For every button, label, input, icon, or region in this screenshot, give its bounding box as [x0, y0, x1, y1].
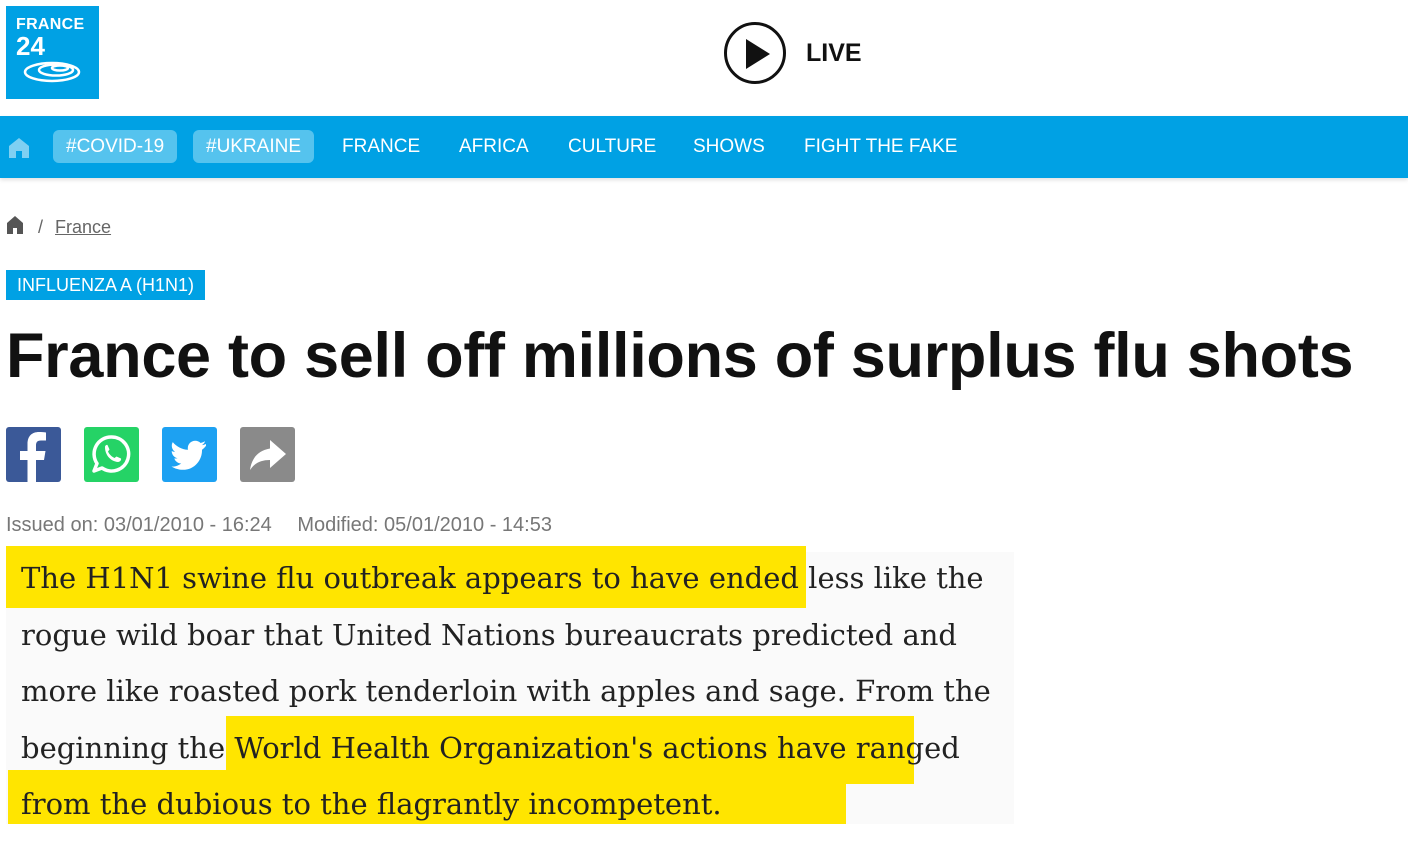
- logo-rings-icon: [23, 61, 81, 83]
- france24-logo[interactable]: FRANCE 24: [6, 6, 99, 99]
- play-icon: [724, 22, 786, 84]
- main-nav: #COVID-19 #UKRAINE FRANCE AFRICA CULTURE…: [0, 116, 1408, 178]
- article-tag[interactable]: INFLUENZA A (H1N1): [6, 270, 206, 300]
- nav-link-shows[interactable]: SHOWS: [693, 136, 765, 157]
- share-icon: [250, 440, 286, 470]
- nav-pill-covid[interactable]: #COVID-19: [53, 130, 178, 163]
- whatsapp-share-button[interactable]: [84, 427, 139, 482]
- live-button[interactable]: LIVE: [724, 19, 862, 87]
- nav-link-africa[interactable]: AFRICA: [459, 136, 529, 157]
- issued-date: Issued on: 03/01/2010 - 16:24: [6, 514, 272, 536]
- breadcrumb-section-link[interactable]: France: [55, 216, 112, 237]
- home-icon[interactable]: [8, 137, 30, 164]
- live-label: LIVE: [806, 38, 862, 67]
- breadcrumb-home-icon[interactable]: [6, 215, 24, 240]
- nav-link-culture[interactable]: CULTURE: [568, 136, 657, 157]
- whatsapp-icon: [92, 435, 131, 473]
- breadcrumb: / France: [6, 214, 111, 240]
- breadcrumb-separator: /: [38, 216, 44, 237]
- logo-text-france: FRANCE: [16, 16, 85, 33]
- article-quote: The H1N1 swine flu outbreak appears to h…: [21, 561, 991, 821]
- logo-text-24: 24: [16, 31, 45, 61]
- site-header: FRANCE 24 LIVE: [0, 0, 1408, 116]
- facebook-icon: [20, 432, 46, 482]
- highlight-mark: [6, 546, 806, 608]
- modified-date: Modified: 05/01/2010 - 14:53: [297, 514, 552, 536]
- nav-link-fight-the-fake[interactable]: FIGHT THE FAKE: [804, 136, 958, 157]
- article-dates: Issued on: 03/01/2010 - 16:24 Modified: …: [6, 514, 552, 537]
- nav-link-france[interactable]: FRANCE: [342, 136, 421, 157]
- share-button[interactable]: [240, 427, 295, 482]
- article-title: France to sell off millions of surplus f…: [6, 321, 1354, 391]
- twitter-share-button[interactable]: [162, 427, 217, 482]
- highlight-mark: [8, 770, 846, 824]
- facebook-share-button[interactable]: [6, 427, 61, 482]
- twitter-icon: [171, 440, 206, 470]
- nav-pill-ukraine[interactable]: #UKRAINE: [193, 130, 315, 163]
